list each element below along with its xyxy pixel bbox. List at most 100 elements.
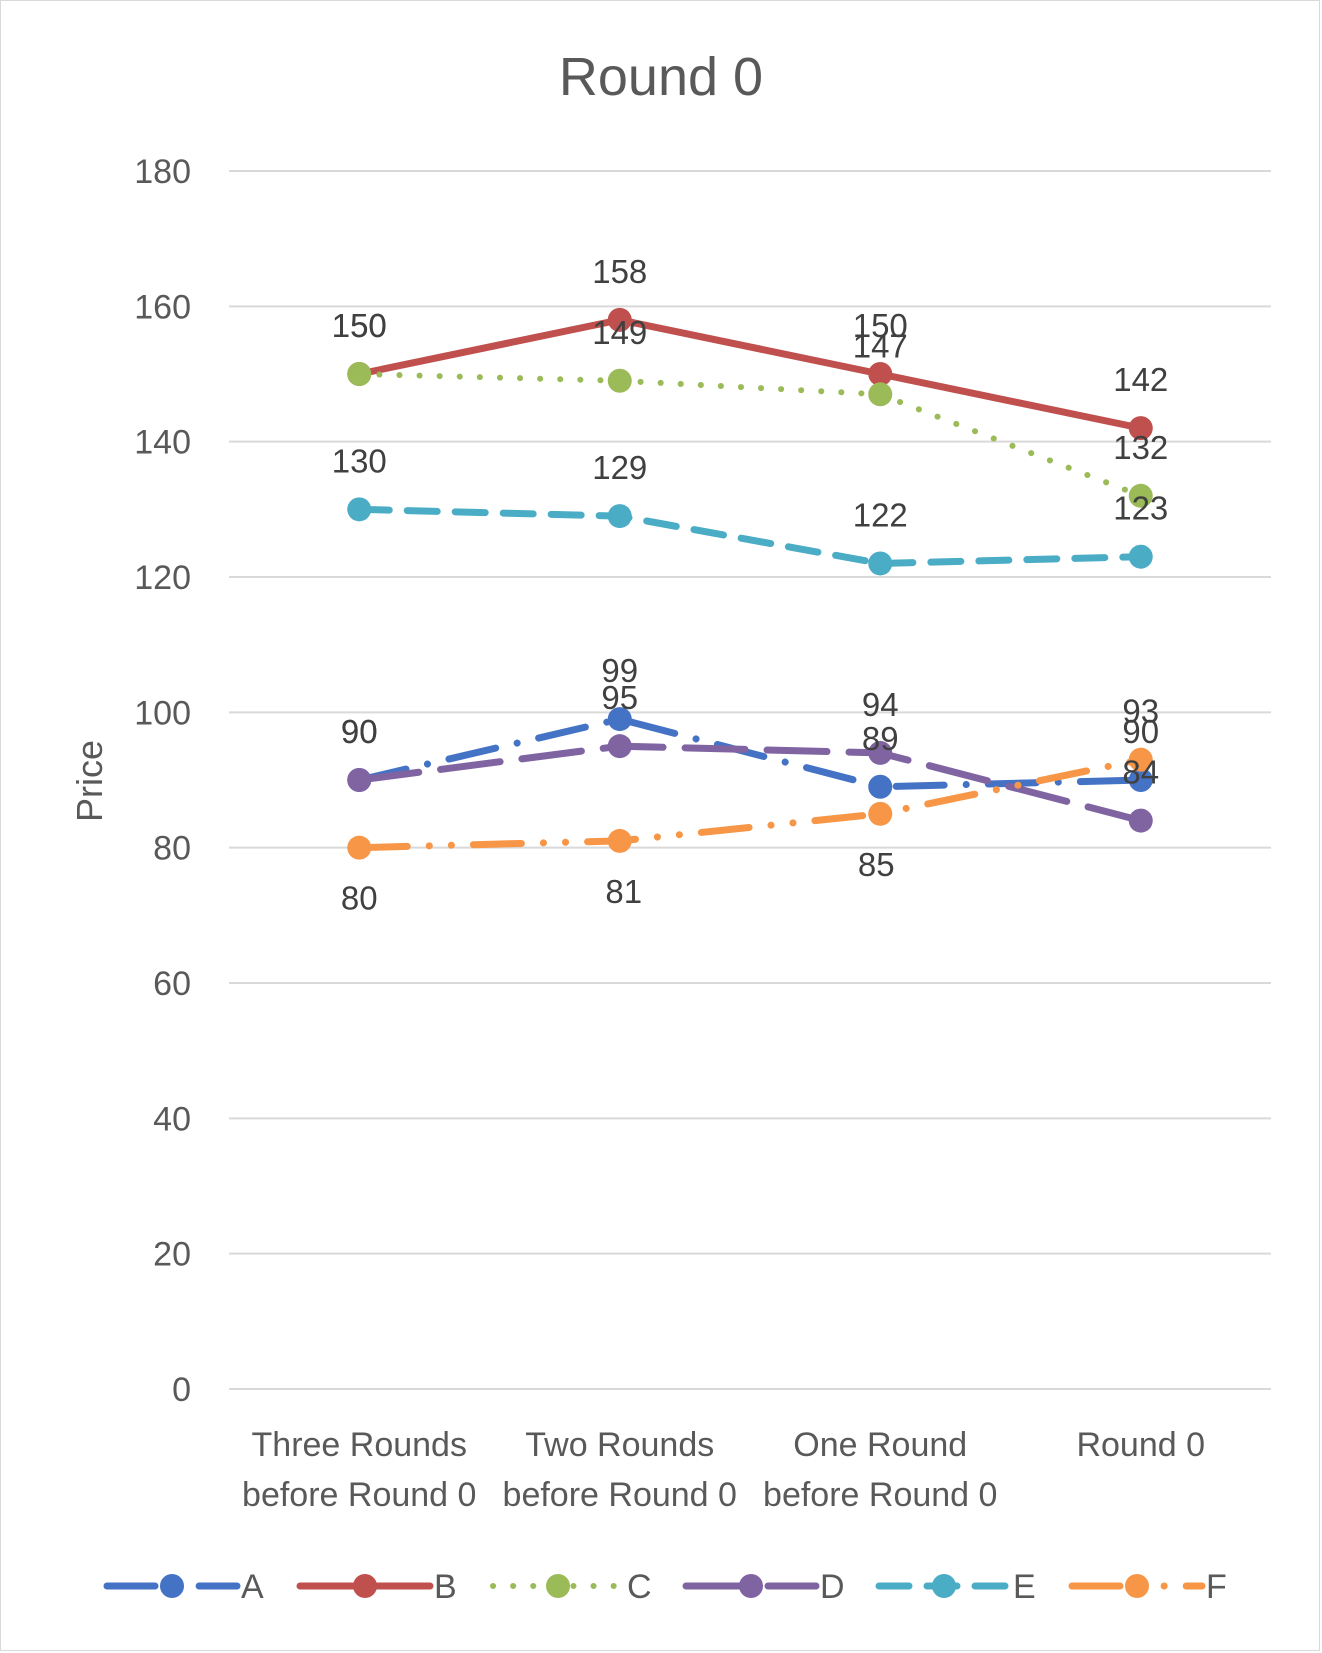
series-C [347,362,1153,508]
data-label-D-3: 84 [1122,754,1159,791]
data-label-D-2: 94 [862,686,899,723]
data-label-E-0: 130 [332,442,387,479]
legend-label-B: B [434,1568,457,1606]
y-tick-180: 180 [134,153,191,191]
point-E-2 [868,551,893,576]
chart-title: Round 0 [559,47,763,107]
point-C-1 [607,368,632,393]
data-label-B-0: 150 [332,307,387,344]
data-label-B-3: 142 [1113,361,1168,398]
y-tick-20: 20 [153,1236,191,1274]
point-A-3 [1128,768,1153,792]
legend-item-C: C [490,1568,652,1606]
x-tick-3: Round 0 [1076,1426,1205,1464]
legend-label-F: F [1206,1568,1227,1606]
x-axis-ticks: Three Rounds before Round 0 Two Rounds befo… [242,1426,1205,1514]
legend-label-C: C [627,1568,652,1606]
data-label-F-3: 93 [1122,693,1159,730]
x-tick-0: Three Rounds before Round 0 [242,1426,476,1514]
y-tick-160: 160 [134,288,191,326]
data-label-C-1: 149 [592,314,647,351]
legend-item-F: F [1068,1568,1227,1606]
y-tick-80: 80 [153,830,191,868]
data-label-A-1: 99 [601,652,638,689]
data-label-F-2: 85 [858,846,895,883]
series-line-C [356,371,1144,499]
point-B-1 [607,307,632,332]
point-F-1 [607,828,632,853]
legend-marker-E [932,1574,956,1598]
legend-item-A: A [103,1568,264,1606]
legend-item-B: B [296,1568,457,1606]
data-label-E-3: 123 [1113,490,1168,527]
point-C-2 [868,382,893,407]
data-label-B-1: 158 [592,253,647,290]
point-F-0 [347,835,372,860]
legend-item-E: E [875,1568,1036,1606]
point-E-1 [607,504,632,529]
data-label-C-3: 132 [1113,429,1168,466]
legend-marker-B [353,1574,377,1598]
point-C-0 [347,362,372,386]
point-F-2 [868,801,893,826]
y-tick-40: 40 [153,1100,191,1138]
series-line-D [355,742,1145,825]
data-label-D-0: 90 [341,713,378,750]
point-F-3 [1128,747,1153,772]
data-label-C-0: 150 [332,307,387,344]
legend-label-E: E [1013,1568,1036,1606]
data-label-D-1: 95 [601,679,638,716]
y-tick-100: 100 [134,694,191,732]
point-D-2 [868,740,893,765]
data-label-B-2: 150 [853,307,908,344]
series-A [347,707,1153,799]
data-label-F-0: 80 [341,880,378,917]
series-D [347,734,1153,833]
data-label-C-2: 147 [853,327,908,364]
legend-label-A: A [241,1568,264,1606]
legend-marker-C [546,1574,570,1598]
series-line-F [355,756,1145,852]
point-E-0 [347,497,372,522]
point-E-3 [1128,544,1153,569]
legend-marker-F [1125,1574,1149,1598]
gridlines [229,170,1271,1390]
point-D-3 [1128,808,1153,833]
point-C-3 [1128,483,1153,508]
legend: A B C D E F [103,1568,1227,1606]
point-D-0 [347,768,372,792]
y-tick-60: 60 [153,965,191,1003]
series-line-B [355,316,1145,432]
point-B-2 [868,362,893,386]
legend-marker-A [160,1574,184,1598]
x-tick-1: Two Rounds before Round 0 [503,1426,737,1514]
y-tick-140: 140 [134,424,191,462]
point-A-1 [607,707,632,732]
legend-marker-D [739,1574,763,1598]
data-label-E-2: 122 [853,496,908,533]
point-A-2 [868,774,893,799]
y-axis-ticks: 0 20 40 60 80 100 120 140 160 180 [134,153,191,1409]
series-F [347,747,1153,860]
series-lines [347,307,1153,860]
point-D-1 [607,734,632,759]
point-B-3 [1128,416,1153,441]
series-B [347,307,1153,441]
data-label-A-3: 90 [1122,713,1159,750]
x-tick-2: One Round before Round 0 [763,1426,997,1514]
y-axis-label: Price [69,740,110,822]
y-tick-0: 0 [172,1371,191,1409]
legend-item-D: D [682,1568,845,1606]
legend-label-D: D [820,1568,845,1606]
data-label-A-2: 89 [862,720,899,757]
series-E [347,497,1153,576]
data-label-E-1: 129 [592,449,647,486]
series-line-A [355,715,1145,791]
series-line-E [355,505,1145,567]
data-label-F-1: 81 [605,873,642,910]
y-tick-120: 120 [134,559,191,597]
data-label-A-0: 90 [341,713,378,750]
